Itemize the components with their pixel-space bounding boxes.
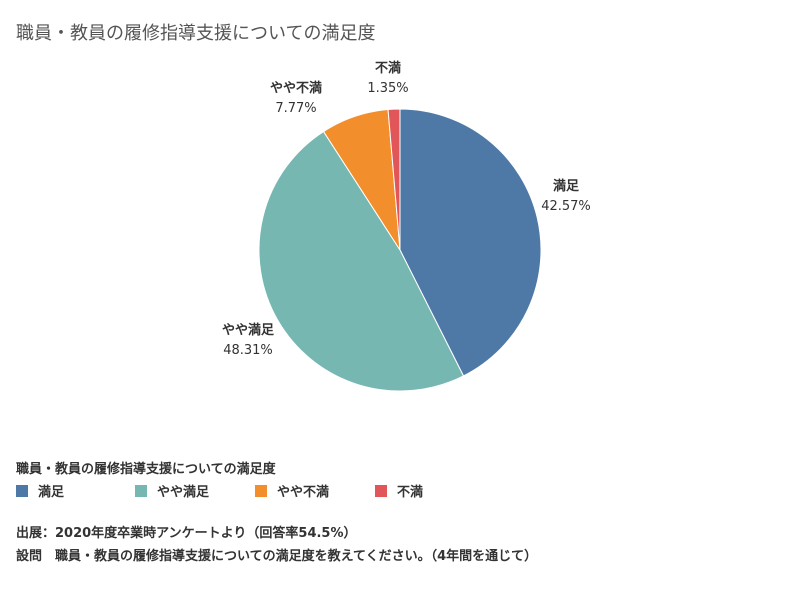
pie-chart: 満足 42.57% やや満足 48.31% やや不満 7.77% 不満 1.35% — [222, 60, 591, 392]
legend-item-yaya-manzoku[interactable]: やや満足 — [135, 481, 209, 500]
legend-swatch — [135, 484, 147, 497]
slice-category-label: やや満足 — [222, 322, 275, 338]
pie-slice-3[interactable] — [387, 108, 401, 251]
slice-label-3: 不満 1.35% — [367, 60, 408, 96]
legend-label: 不満 — [397, 485, 424, 500]
slice-value-label: 1.35% — [367, 81, 408, 96]
legend-label: やや満足 — [157, 485, 210, 500]
legend: 職員・教員の履修指導支援についての満足度 満足 やや満足 やや不満 不満 — [16, 458, 576, 501]
legend-swatch — [375, 484, 387, 497]
slice-value-label: 42.57% — [541, 199, 591, 214]
legend-item-yaya-fuman[interactable]: やや不満 — [255, 481, 329, 500]
slice-category-label: 不満 — [375, 60, 401, 76]
legend-item-fuman[interactable]: 不満 — [375, 481, 423, 500]
slice-value-label: 7.77% — [275, 101, 316, 116]
chart-title: 職員・教員の履修指導支援についての満足度 — [16, 23, 376, 44]
slice-category-label: やや不満 — [270, 80, 322, 96]
slice-category-label: 満足 — [553, 178, 580, 194]
legend-label: 満足 — [38, 485, 65, 500]
source-note: 出展：2020年度卒業時アンケートより（回答率54.5%） — [16, 526, 357, 541]
slice-label-2: やや不満 7.77% — [270, 80, 322, 116]
legend-swatch — [255, 484, 267, 497]
legend-label: やや不満 — [277, 485, 330, 500]
slice-value-label: 48.31% — [223, 343, 273, 358]
footnotes: 出展：2020年度卒業時アンケートより（回答率54.5%） 設問 職員・教員の履… — [16, 522, 537, 568]
slice-label-1: やや満足 48.31% — [222, 322, 275, 358]
legend-item-manzoku[interactable]: 満足 — [16, 481, 64, 500]
legend-swatch — [16, 484, 28, 497]
legend-items: 満足 やや満足 やや不満 不満 — [16, 481, 576, 501]
pie-slice-0[interactable] — [399, 108, 542, 377]
legend-title: 職員・教員の履修指導支援についての満足度 — [16, 462, 276, 477]
slice-label-0: 満足 42.57% — [541, 178, 591, 214]
question-note: 設問 職員・教員の履修指導支援についての満足度を教えてください。（4年間を通じて… — [16, 549, 538, 564]
pie-slice-1[interactable] — [258, 130, 465, 392]
